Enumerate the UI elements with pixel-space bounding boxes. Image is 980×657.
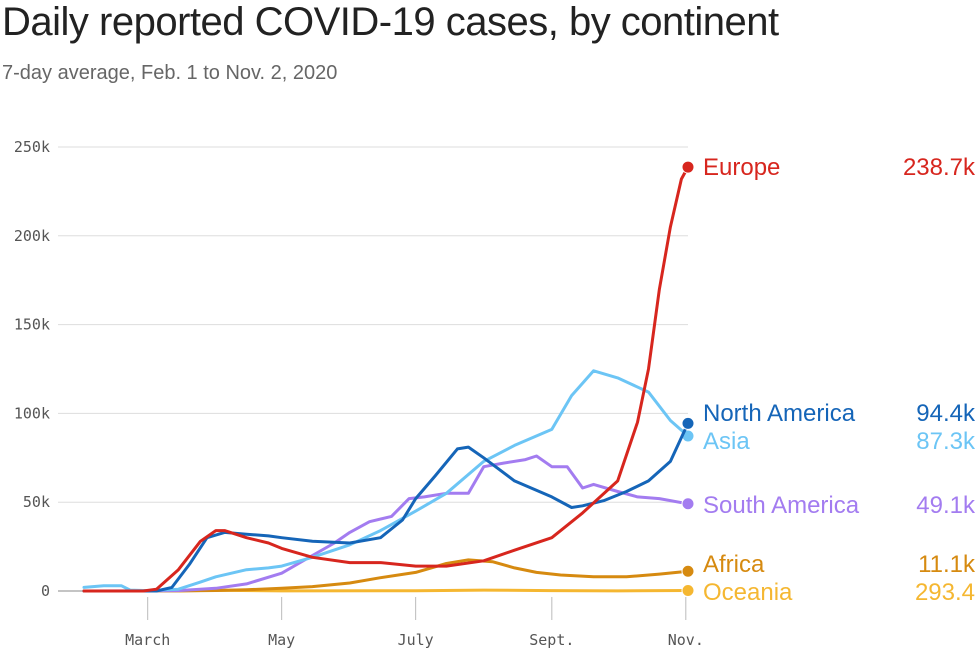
south-america-end-dot — [681, 497, 695, 511]
series-north-america: North America 94.4k — [82, 400, 976, 593]
series-europe: Europe 238.7k — [82, 154, 976, 593]
y-tick-label: 100k — [14, 404, 50, 422]
y-tick-label: 0 — [41, 582, 50, 600]
europe-line — [82, 165, 690, 593]
series-oceania: Oceania 293.4 — [82, 579, 975, 606]
north-america-end-dot — [681, 416, 695, 430]
series-south-america: South America 49.1k — [82, 454, 976, 593]
y-tick-label: 150k — [14, 316, 50, 334]
y-tick-label: 250k — [14, 138, 50, 156]
africa-label: Africa — [703, 551, 765, 578]
africa-end-dot — [681, 564, 695, 578]
series-africa: Africa 11.1k — [82, 551, 976, 593]
asia-value-label: 87.3k — [916, 428, 976, 455]
y-tick-label: 50k — [23, 493, 50, 511]
africa-value-label: 11.1k — [918, 551, 976, 578]
x-tick-label: May — [268, 631, 295, 649]
oceania-end-dot — [681, 583, 695, 597]
asia-line — [82, 369, 690, 593]
south-america-line — [82, 454, 690, 593]
europe-end-dot — [681, 160, 695, 174]
north-america-value-label: 94.4k — [916, 400, 976, 427]
south-america-label: South America — [703, 492, 860, 519]
y-tick-label: 200k — [14, 227, 50, 245]
asia-label: Asia — [703, 428, 750, 455]
europe-label: Europe — [703, 154, 780, 181]
x-tick-label: March — [125, 631, 170, 649]
chart-title: Daily reported COVID-19 cases, by contin… — [2, 0, 779, 44]
x-tick-label: Sept. — [529, 631, 574, 649]
oceania-value-label: 293.4 — [915, 579, 975, 606]
south-america-value-label: 49.1k — [916, 492, 976, 519]
series-asia: Asia 87.3k — [82, 369, 976, 593]
africa-line — [82, 558, 690, 593]
north-america-line — [82, 421, 690, 593]
oceania-label: Oceania — [703, 579, 793, 606]
x-tick-label: Nov. — [668, 631, 704, 649]
x-tick-label: July — [398, 631, 434, 649]
chart-subtitle: 7-day average, Feb. 1 to Nov. 2, 2020 — [2, 62, 338, 84]
europe-value-label: 238.7k — [903, 154, 976, 181]
north-america-label: North America — [703, 400, 856, 427]
